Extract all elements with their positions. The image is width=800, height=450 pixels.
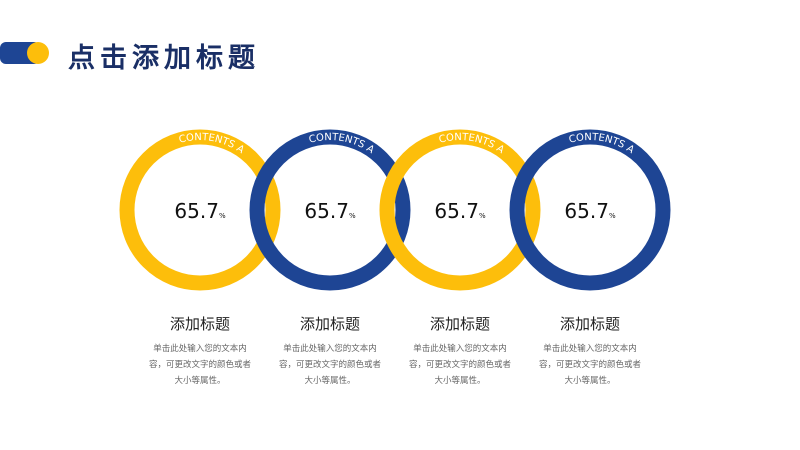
value: 65.7: [174, 199, 219, 223]
ring: [509, 129, 671, 291]
unit: %: [219, 212, 226, 220]
item-body: 单击此处输入您的文本内容，可更改文字的颜色或者大小等属性。: [538, 344, 641, 386]
item-body: 单击此处输入您的文本内容，可更改文字的颜色或者大小等属性。: [278, 344, 381, 386]
item-body: 单击此处输入您的文本内容，可更改文字的颜色或者大小等属性。: [148, 344, 251, 386]
ring: [379, 129, 541, 291]
value: 65.7: [304, 199, 349, 223]
title: 点击添加标题: [68, 43, 260, 74]
ring: [119, 129, 281, 291]
unit: %: [609, 212, 616, 220]
item-body: 单击此处输入您的文本内容，可更改文字的颜色或者大小等属性。: [408, 344, 511, 386]
item-heading: 添加标题: [299, 315, 360, 333]
unit: %: [479, 212, 486, 220]
value: 65.7: [564, 199, 609, 223]
value-group: 65.7%: [304, 199, 356, 223]
item-heading: 添加标题: [429, 315, 490, 333]
unit: %: [349, 212, 356, 220]
value-group: 65.7%: [434, 199, 486, 223]
value: 65.7: [434, 199, 479, 223]
item-heading: 添加标题: [169, 315, 230, 333]
value-group: 65.7%: [174, 199, 226, 223]
icon-dot: [27, 42, 49, 64]
value-group: 65.7%: [564, 199, 616, 223]
item-heading: 添加标题: [559, 315, 620, 333]
ring: [249, 129, 411, 291]
